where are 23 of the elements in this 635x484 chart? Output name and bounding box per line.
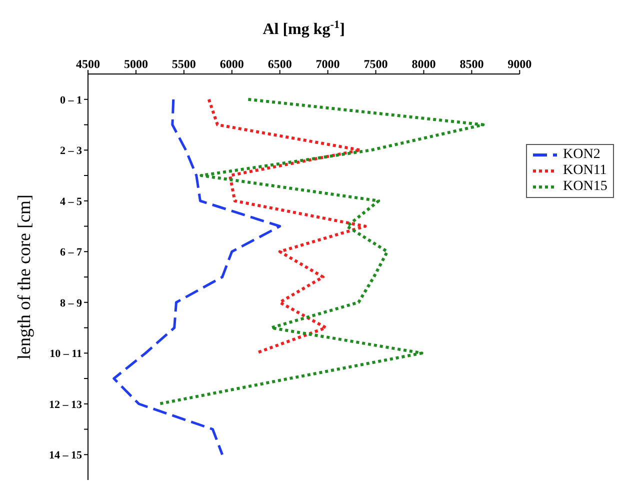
y-tick-label: 2 – 3 (60, 145, 82, 158)
x-tick-label: 8000 (412, 57, 436, 71)
x-tick-label: 5000 (124, 57, 148, 71)
legend-label: KON15 (563, 179, 608, 195)
legend-label: KON2 (563, 147, 600, 163)
y-tick-label: 0 – 1 (60, 94, 82, 106)
y-tick-label: 14 – 15 (49, 450, 82, 462)
y-tick-label: 6 – 7 (60, 246, 82, 259)
x-tick-label: 7500 (364, 57, 388, 71)
x-tick-label: 4500 (76, 57, 100, 71)
y-tick-label: 10 – 11 (50, 348, 82, 360)
x-tick-label: 5500 (172, 57, 196, 71)
legend-label: KON11 (563, 163, 607, 179)
x-tick-label: 6500 (268, 57, 292, 71)
y-tick-label: 12 – 13 (49, 398, 82, 411)
x-tick-label: 8500 (460, 57, 484, 71)
x-axis-title: Al [mg kg$^{-1}$] (262, 19, 345, 38)
x-tick-label: 9000 (508, 57, 532, 71)
x-tick-label: 6000 (220, 57, 244, 71)
y-axis-title: length of the core [cm] (14, 194, 34, 360)
y-tick-label: 8 – 9 (60, 297, 82, 310)
x-tick-label: 7000 (316, 57, 340, 71)
y-tick-label: 4 – 5 (60, 196, 82, 208)
